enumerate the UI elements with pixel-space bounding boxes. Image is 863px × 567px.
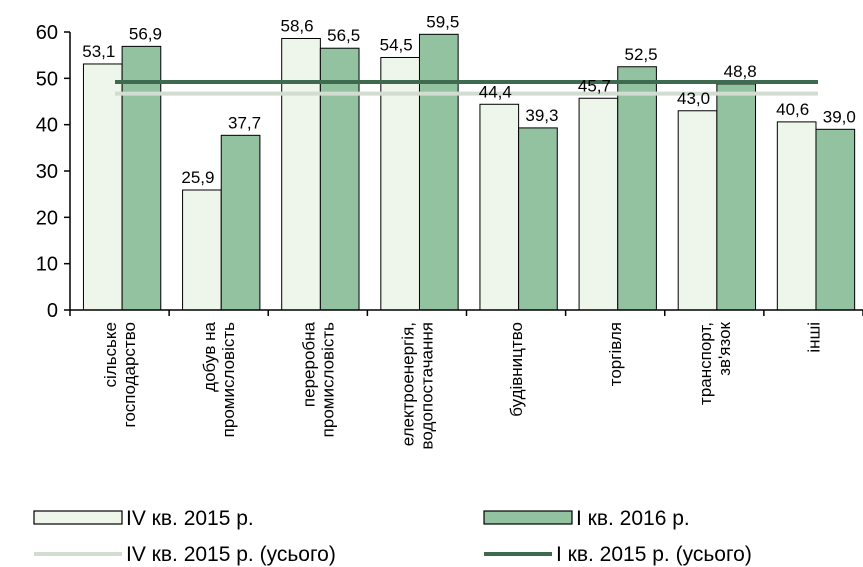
bar-s0-c5 bbox=[578, 97, 619, 311]
bar-s0-c7 bbox=[776, 121, 817, 311]
category-labels-group: сільське господарство добув на промисловіст… bbox=[101, 321, 823, 449]
data-label-s1-c2: 56,5 bbox=[327, 26, 360, 45]
data-labels-group: 53,1 56,9 25,9 37,7 58,6 56,5 54,5 59,5 44,4 39,3… bbox=[82, 12, 856, 187]
reference-lines-group bbox=[115, 80, 818, 96]
category-label-7-line-0: інші bbox=[804, 322, 823, 353]
legend-swatch-series-0 bbox=[33, 510, 123, 525]
bar-s0-c4 bbox=[479, 103, 520, 311]
x-ticks-group bbox=[69, 310, 863, 316]
category-label-0-line-0: сільське bbox=[101, 322, 120, 388]
category-label-0-line-1: господарство bbox=[120, 322, 139, 427]
data-label-s0-c1: 25,9 bbox=[181, 168, 214, 187]
category-label-4-line-0: будівництво bbox=[507, 322, 526, 417]
bar-s0-c2 bbox=[281, 37, 321, 311]
data-label-s1-c6: 48,8 bbox=[724, 62, 757, 81]
category-label-5-line-0: торгівля bbox=[606, 322, 625, 386]
data-label-s0-c2: 58,6 bbox=[280, 16, 313, 35]
data-label-s1-c4: 39,3 bbox=[525, 106, 558, 125]
category-label-1-line-1: промисловість bbox=[219, 322, 238, 437]
data-label-s0-c4: 44,4 bbox=[479, 82, 512, 101]
bar-s1-c6 bbox=[716, 83, 757, 311]
data-label-s0-c7: 40,6 bbox=[776, 100, 809, 119]
bar-s1-c4 bbox=[518, 127, 558, 311]
bar-s1-c1 bbox=[220, 134, 261, 311]
bar-s1-c0 bbox=[121, 45, 162, 311]
category-label-6-line-0: транспорт, bbox=[696, 322, 715, 405]
category-label-2-line-0: переробна bbox=[299, 321, 318, 407]
y-tick-label-2: 20 bbox=[36, 207, 58, 229]
legend-label-series-0: IV кв. 2015 р. bbox=[126, 507, 254, 530]
legend: IV кв. 2015 р. I кв. 2016 р. IV кв. 2015 р… bbox=[33, 507, 752, 566]
bar-s0-c0 bbox=[82, 63, 123, 311]
legend-label-ref-0: IV кв. 2015 р. (усього) bbox=[126, 543, 336, 566]
legend-label-series-1: I кв. 2016 р. bbox=[576, 507, 690, 530]
data-label-s1-c0: 56,9 bbox=[129, 24, 162, 43]
data-label-s1-c1: 37,7 bbox=[228, 113, 261, 132]
y-tick-label-6: 60 bbox=[36, 22, 58, 44]
y-tick-label-5: 50 bbox=[36, 68, 58, 90]
y-ticks-group: 0 10 20 30 40 50 60 bbox=[36, 22, 70, 322]
bar-s1-c2 bbox=[319, 47, 360, 311]
data-label-s0-c0: 53,1 bbox=[82, 42, 115, 61]
category-label-1-line-0: добув на bbox=[200, 321, 219, 391]
legend-label-ref-1: I кв. 2015 р. (усього) bbox=[556, 543, 752, 566]
bar-s1-c5 bbox=[617, 66, 657, 311]
data-label-s0-c3: 54,5 bbox=[380, 35, 413, 54]
bar-s0-c6 bbox=[677, 110, 718, 311]
data-label-s0-c5: 45,7 bbox=[578, 76, 611, 95]
data-label-s1-c5: 52,5 bbox=[625, 45, 658, 64]
data-label-s0-c6: 43,0 bbox=[677, 89, 710, 108]
category-label-3-line-0: електроенергія, bbox=[398, 322, 417, 446]
category-label-3-line-1: водопостачання bbox=[417, 322, 436, 449]
legend-swatch-series-1 bbox=[483, 510, 573, 525]
data-label-s1-c3: 59,5 bbox=[426, 12, 459, 31]
bar-s1-c3 bbox=[418, 33, 459, 311]
bar-s1-c7 bbox=[815, 128, 856, 311]
bar-s0-c1 bbox=[182, 189, 222, 311]
y-tick-label-4: 40 bbox=[36, 115, 58, 137]
data-label-s1-c7: 39,0 bbox=[823, 107, 856, 126]
y-tick-label-0: 0 bbox=[47, 300, 58, 322]
category-label-2-line-1: промисловість bbox=[318, 322, 337, 437]
category-label-6-line-1: зв'язок bbox=[715, 321, 734, 375]
y-tick-label-3: 30 bbox=[36, 161, 58, 183]
y-tick-label-1: 10 bbox=[36, 254, 58, 276]
